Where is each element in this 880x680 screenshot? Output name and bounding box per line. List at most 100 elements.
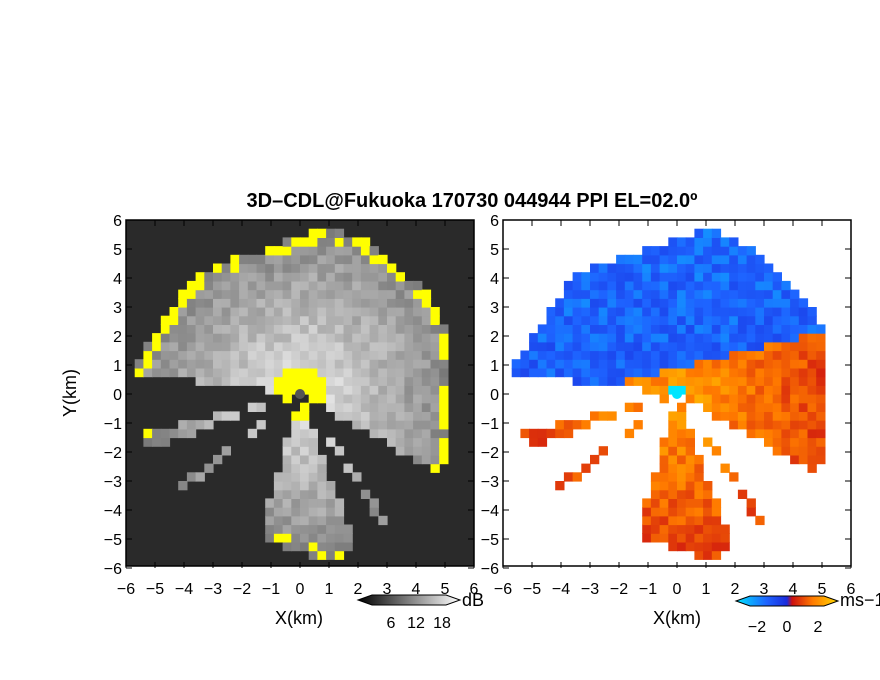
velocity-cell	[746, 263, 756, 273]
velocity-cell	[677, 298, 687, 308]
velocity-cell	[694, 454, 704, 465]
velocity-cell	[668, 237, 678, 247]
reflectivity-cell	[360, 307, 371, 317]
reflectivity-cell	[291, 307, 301, 317]
reflectivity-cell	[300, 498, 310, 508]
reflectivity-cell	[326, 541, 336, 552]
reflectivity-cell	[282, 472, 292, 482]
velocity-cell	[746, 350, 756, 360]
reflectivity-cell	[439, 376, 449, 386]
radar-site-marker	[295, 389, 305, 399]
reflectivity-cell	[369, 315, 379, 325]
velocity-cell	[703, 402, 713, 412]
velocity-cell	[746, 394, 756, 404]
reflectivity-cell	[169, 341, 179, 352]
reflectivity-cell	[387, 307, 397, 317]
reflectivity-cell	[421, 307, 432, 317]
reflectivity-cell	[326, 394, 336, 404]
reflectivity-cell	[291, 454, 301, 465]
velocity-cell	[642, 376, 652, 386]
velocity-cell	[720, 411, 730, 421]
reflectivity-cell	[421, 420, 432, 430]
x-tick-label: −2	[610, 581, 628, 598]
right-x-axis-label: X(km)	[653, 608, 701, 628]
velocity-cell	[659, 298, 669, 308]
velocity-cell	[581, 272, 591, 282]
reflectivity-cell	[300, 463, 310, 473]
reflectivity-cell	[343, 533, 353, 543]
velocity-cell	[737, 280, 748, 291]
velocity-cell	[685, 437, 695, 447]
velocity-cell	[781, 411, 791, 421]
reflectivity-cell	[282, 272, 292, 282]
reflectivity-cell	[186, 333, 197, 343]
velocity-cell	[607, 272, 617, 282]
velocity-cell	[772, 333, 782, 343]
reflectivity-cell	[204, 333, 214, 343]
reflectivity-cell	[430, 420, 440, 430]
reflectivity-cell	[369, 394, 379, 404]
velocity-cell	[694, 254, 704, 265]
velocity-cell	[703, 246, 713, 256]
velocity-cell	[650, 298, 661, 308]
reflectivity-cell	[178, 359, 188, 369]
reflectivity-cell	[204, 272, 214, 282]
reflectivity-cell	[273, 498, 284, 508]
reflectivity-cell	[387, 280, 397, 291]
reflectivity-cell	[160, 350, 171, 360]
reflectivity-cell	[395, 359, 405, 369]
velocity-cell	[685, 289, 695, 299]
velocity-cell	[798, 367, 809, 378]
velocity-cell	[772, 446, 782, 456]
reflectivity-cell	[195, 333, 205, 343]
velocity-cell	[598, 307, 608, 317]
reflectivity-cell	[300, 402, 310, 412]
reflectivity-cell	[369, 359, 379, 369]
reflectivity-cell	[430, 446, 440, 456]
reflectivity-cell	[291, 533, 301, 543]
reflectivity-cell	[317, 481, 327, 491]
reflectivity-cell	[430, 376, 440, 386]
velocity-cell	[581, 333, 591, 343]
velocity-cell	[555, 367, 565, 378]
reflectivity-cell	[352, 298, 362, 308]
velocity-cell	[572, 341, 582, 352]
velocity-cell	[607, 367, 617, 378]
reflectivity-cell	[256, 341, 266, 352]
velocity-cell	[685, 359, 695, 369]
reflectivity-cell	[291, 463, 301, 473]
reflectivity-cell	[369, 350, 379, 360]
reflectivity-cell	[387, 420, 397, 430]
velocity-cell	[816, 350, 826, 360]
velocity-cell	[798, 350, 809, 360]
velocity-cell	[790, 446, 800, 456]
velocity-cell	[642, 385, 652, 395]
velocity-cell	[624, 263, 635, 273]
reflectivity-cell	[160, 341, 171, 352]
reflectivity-cell	[360, 341, 371, 352]
reflectivity-cell	[343, 315, 353, 325]
reflectivity-cell	[291, 437, 301, 447]
velocity-cell	[711, 359, 722, 369]
reflectivity-cell	[352, 376, 362, 386]
reflectivity-cell	[204, 315, 214, 325]
reflectivity-cell	[413, 411, 423, 421]
velocity-cell	[677, 472, 687, 482]
velocity-cell	[798, 359, 809, 369]
velocity-cell	[711, 507, 722, 517]
reflectivity-cell	[273, 376, 284, 386]
reflectivity-cell	[221, 315, 231, 325]
velocity-cell	[694, 324, 704, 334]
velocity-cell	[720, 359, 730, 369]
radar-site-marker	[672, 389, 682, 399]
reflectivity-cell	[247, 428, 258, 439]
reflectivity-cell	[282, 533, 292, 543]
reflectivity-cell	[300, 515, 310, 526]
reflectivity-cell	[395, 341, 405, 352]
reflectivity-cell	[326, 515, 336, 526]
reflectivity-cell	[360, 385, 371, 395]
reflectivity-cell	[204, 359, 214, 369]
velocity-cell	[798, 307, 809, 317]
reflectivity-cell	[273, 333, 284, 343]
reflectivity-cell	[265, 524, 275, 534]
